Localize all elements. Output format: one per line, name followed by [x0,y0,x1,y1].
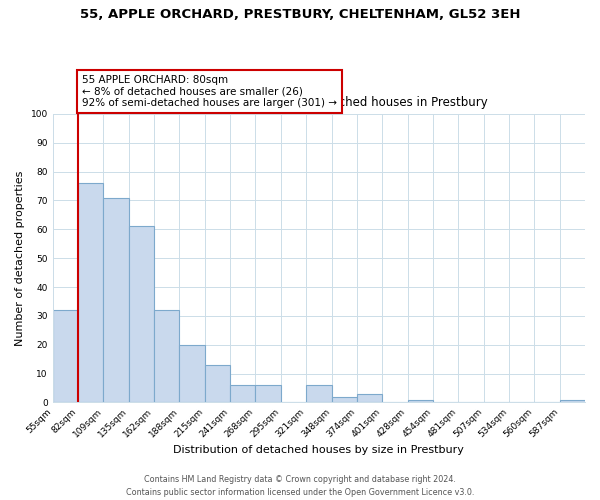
Bar [306,385,332,402]
Bar [256,385,281,402]
Bar [78,183,103,402]
Bar [129,226,154,402]
Text: 55, APPLE ORCHARD, PRESTBURY, CHELTENHAM, GL52 3EH: 55, APPLE ORCHARD, PRESTBURY, CHELTENHAM… [80,8,520,20]
Bar [332,396,357,402]
Y-axis label: Number of detached properties: Number of detached properties [15,170,25,346]
Text: 55 APPLE ORCHARD: 80sqm
← 8% of detached houses are smaller (26)
92% of semi-det: 55 APPLE ORCHARD: 80sqm ← 8% of detached… [82,75,337,108]
Bar [407,400,433,402]
Bar [179,345,205,403]
X-axis label: Distribution of detached houses by size in Prestbury: Distribution of detached houses by size … [173,445,464,455]
Bar [53,310,78,402]
Bar [154,310,179,402]
Bar [205,365,230,403]
Bar [560,400,585,402]
Text: Contains HM Land Registry data © Crown copyright and database right 2024.
Contai: Contains HM Land Registry data © Crown c… [126,476,474,497]
Bar [357,394,382,402]
Title: Size of property relative to detached houses in Prestbury: Size of property relative to detached ho… [150,96,488,108]
Bar [103,198,129,402]
Bar [230,385,256,402]
